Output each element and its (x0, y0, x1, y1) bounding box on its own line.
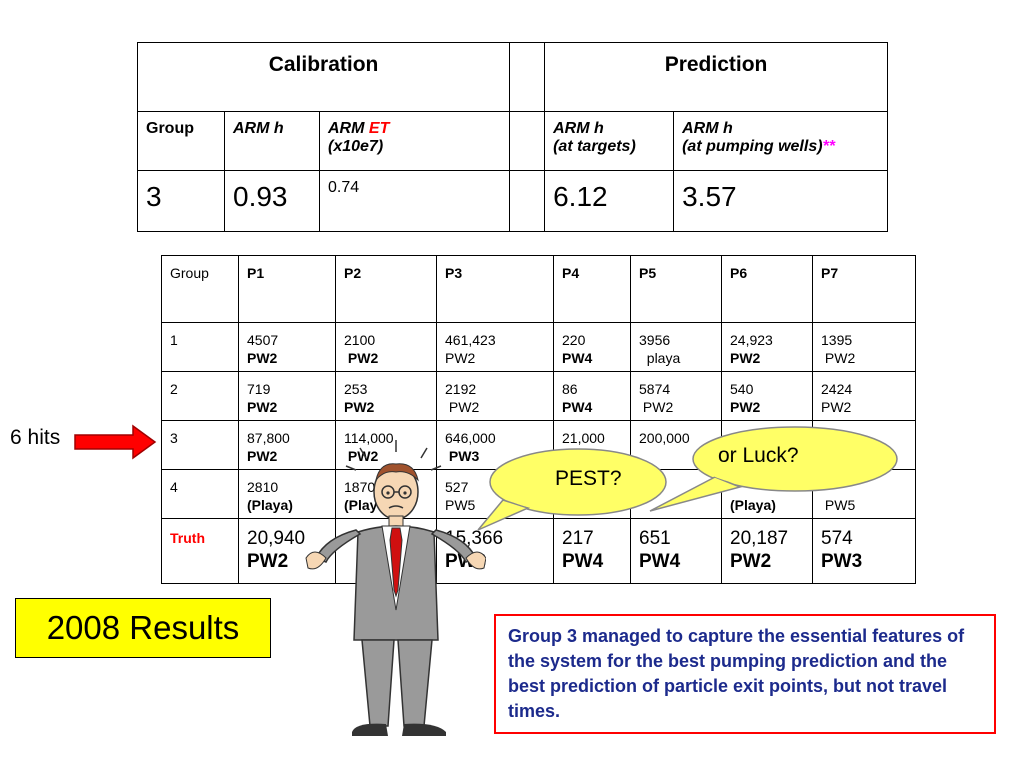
header-p1: P1 (238, 255, 336, 323)
header-p5: P5 (630, 255, 722, 323)
spacer-cell (509, 111, 546, 171)
cell: 540 PW2 (721, 371, 813, 421)
header-p4: P4 (553, 255, 631, 323)
value-arm-et: 0.74 (318, 170, 511, 232)
header-p7: P7 (812, 255, 916, 323)
cell: 217 PW4 (553, 518, 631, 584)
hits-label: 6 hits (10, 426, 61, 449)
cell: 114,000 PW2 (335, 420, 437, 470)
cell: 24,923 PW2 (721, 322, 813, 372)
value-pred-targets: 6.12 (544, 170, 675, 232)
row-group: 4 (161, 469, 239, 519)
cell: 253 PW2 (335, 371, 437, 421)
spacer-cell (509, 170, 546, 232)
header-p2: P2 (335, 255, 437, 323)
cell: 2424 PW2 (812, 371, 916, 421)
row-group: 3 (161, 420, 239, 470)
cell: 15,366PW3 (436, 518, 554, 584)
cell: 3956 playa (630, 322, 722, 372)
table-row: 1 4507 PW2 2100 PW2 461,423 PW2 220 PW4 395… (161, 322, 916, 372)
prediction-header: Prediction (544, 42, 888, 112)
cell: 719 PW2 (238, 371, 336, 421)
value-arm-h: 0.93 (224, 170, 320, 232)
header-group: Group (161, 255, 239, 323)
calibration-prediction-table: Calibration Prediction Group ARM h ARM E… (136, 42, 888, 232)
col-arm-h-wells-header: ARM h (at pumping wells)** (673, 111, 888, 171)
value-pred-wells: 3.57 (673, 170, 888, 232)
cell: 86 PW4 (553, 371, 631, 421)
col-group-header: Group (137, 111, 225, 171)
cell: 220 PW4 (553, 322, 631, 372)
pest-speech-bubble (477, 448, 667, 531)
cell: 2810 (Playa) (238, 469, 336, 519)
results-title: 2008 Results (15, 598, 271, 658)
cell: 574 PW3 (812, 518, 916, 584)
cell: 5874 PW2 (630, 371, 722, 421)
row-group: 2 (161, 371, 239, 421)
col-arm-et-header: ARM ET (x10e7) (318, 111, 511, 171)
pest-label: PEST? (555, 467, 622, 490)
cell: 461,423 PW2 (436, 322, 554, 372)
conclusion-note: Group 3 managed to capture the essential… (494, 614, 996, 734)
calibration-header: Calibration (136, 42, 511, 112)
value-group: 3 (137, 170, 225, 232)
truth-label: Truth (161, 518, 239, 584)
col-arm-h-header: ARM h (224, 111, 320, 171)
spacer-cell (509, 42, 546, 112)
prediction-results-table: Group P1 P2 P3 P4 P5 P6 P7 1 4507 PW2 210… (161, 255, 916, 584)
luck-label: or Luck? (718, 444, 799, 467)
cell: 2100 PW2 (335, 322, 437, 372)
table-row: 2 719 PW2 253 PW2 2192 PW2 86 PW4 5874 PW2 … (161, 371, 916, 421)
header-p6: P6 (721, 255, 813, 323)
cell: 1395 PW2 (812, 322, 916, 372)
col-arm-h-targets-header: ARM h (at targets) (544, 111, 675, 171)
cell: 4507 PW2 (238, 322, 336, 372)
header-p3: P3 (436, 255, 554, 323)
red-arrow-icon (74, 424, 157, 460)
shrugging-man-illustration (305, 440, 486, 736)
cell: 651 PW4 (630, 518, 722, 584)
luck-speech-bubble (649, 426, 898, 512)
row-group: 1 (161, 322, 239, 372)
cell: 2192 PW2 (436, 371, 554, 421)
cell: 20,187 PW2 (721, 518, 813, 584)
